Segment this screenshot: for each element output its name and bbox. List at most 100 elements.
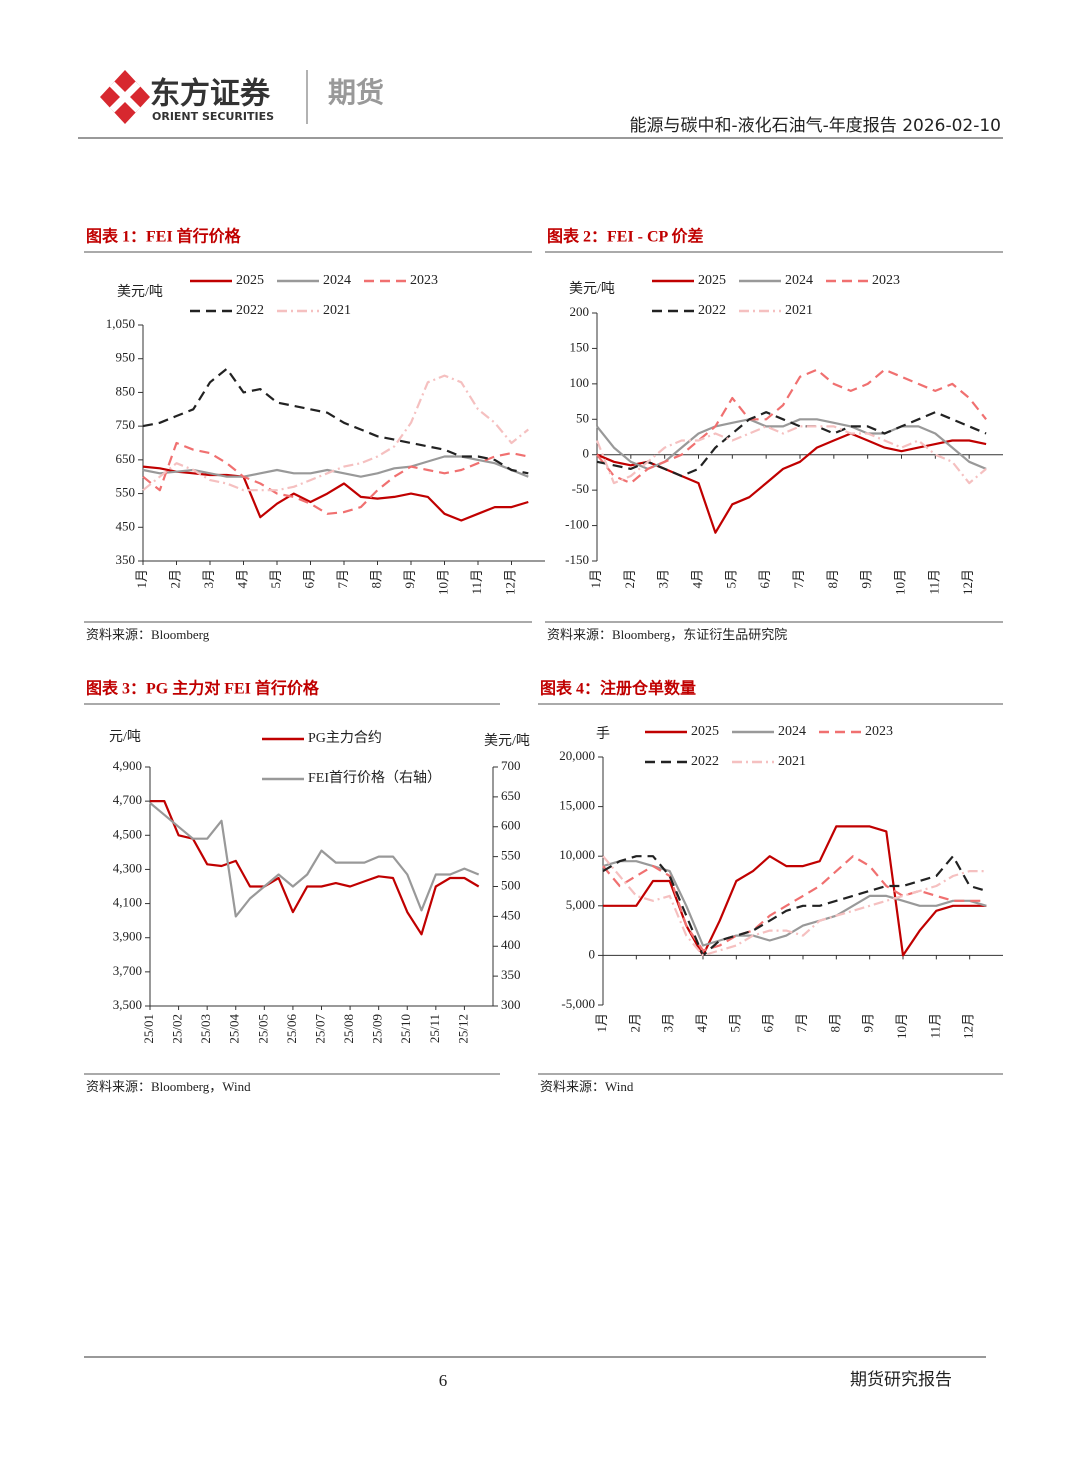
x-tick-label: 5月 xyxy=(268,569,283,589)
x-tick-label: 6月 xyxy=(301,569,316,589)
series-line xyxy=(142,367,529,475)
y2-tick-label: 500 xyxy=(501,877,521,892)
x-tick-label: 12月 xyxy=(502,569,517,595)
legend-label: 2022 xyxy=(236,303,264,318)
y-tick-label: 450 xyxy=(116,518,136,533)
x-tick-label: 25/11 xyxy=(427,1014,442,1043)
x-tick-label: 8月 xyxy=(368,569,383,589)
x-tick-label: 6月 xyxy=(761,1013,776,1033)
y2-tick-label: 650 xyxy=(501,788,521,803)
x-tick-label: 25/02 xyxy=(170,1014,185,1044)
x-tick-label: 25/09 xyxy=(370,1014,385,1044)
y2-tick-label: 700 xyxy=(501,758,521,773)
series-line xyxy=(142,441,529,515)
y2-tick-label: 300 xyxy=(501,997,521,1012)
series-line xyxy=(142,465,529,522)
source-note: 资料来源：Wind xyxy=(540,1079,634,1094)
x-tick-label: 8月 xyxy=(827,1013,842,1033)
y2-axis-label: 美元/吨 xyxy=(484,733,530,749)
x-tick-label: 7月 xyxy=(335,569,350,589)
page-number: 6 xyxy=(439,1371,448,1390)
y-tick-label: 4,100 xyxy=(113,895,142,910)
x-tick-label: 25/07 xyxy=(312,1014,327,1044)
x-tick-label: 9月 xyxy=(402,569,417,589)
y-tick-label: 100 xyxy=(570,375,590,390)
series-line xyxy=(596,418,987,470)
y-tick-label: 20,000 xyxy=(559,748,595,763)
legend-label: 2023 xyxy=(865,724,893,739)
legend-label: 2025 xyxy=(698,273,726,288)
x-tick-label: 9月 xyxy=(859,569,874,589)
legend-label: 2024 xyxy=(323,273,351,288)
x-tick-label: 10月 xyxy=(435,569,450,595)
legend-label: 2021 xyxy=(323,303,351,318)
y-axis-label: 手 xyxy=(596,726,610,742)
x-tick-label: 1月 xyxy=(588,569,603,589)
x-tick-label: 5月 xyxy=(727,1013,742,1033)
y-tick-label: 550 xyxy=(116,485,136,500)
report-title: 能源与碳中和-液化石油气-年度报告 2026-02-10 xyxy=(630,116,1001,136)
y2-tick-label: 400 xyxy=(501,937,521,952)
x-tick-label: 2月 xyxy=(167,569,182,589)
x-tick-label: 5月 xyxy=(723,569,738,589)
y2-tick-label: 550 xyxy=(501,848,521,863)
series-line xyxy=(602,855,987,957)
x-tick-label: 2月 xyxy=(627,1013,642,1033)
x-tick-label: 1月 xyxy=(134,569,149,589)
y2-tick-label: 450 xyxy=(501,907,521,922)
y-tick-label: 350 xyxy=(116,552,136,567)
y2-tick-label: 350 xyxy=(501,967,521,982)
y-tick-label: 850 xyxy=(116,383,136,398)
y-tick-label: 3,500 xyxy=(113,997,142,1012)
y-tick-label: -5,000 xyxy=(561,996,595,1011)
x-tick-label: 11月 xyxy=(469,569,484,595)
source-note: 资料来源：Bloomberg，东证衍生品研究院 xyxy=(547,627,787,642)
x-tick-label: 1月 xyxy=(594,1013,609,1033)
y-tick-label: 4,700 xyxy=(113,792,142,807)
y-tick-label: 50 xyxy=(576,410,589,425)
source-note: 资料来源：Bloomberg，Wind xyxy=(86,1079,251,1094)
series-line xyxy=(595,425,987,485)
x-tick-label: 11月 xyxy=(927,1013,942,1039)
logo xyxy=(100,70,150,124)
y-tick-label: -50 xyxy=(572,481,589,496)
x-tick-label: 4月 xyxy=(694,1013,709,1033)
y-axis-label: 美元/吨 xyxy=(569,281,615,297)
x-tick-label: 25/06 xyxy=(284,1014,299,1044)
y-tick-label: 5,000 xyxy=(566,897,595,912)
legend-label: PG主力合约 xyxy=(308,730,382,746)
x-tick-label: 9月 xyxy=(861,1013,876,1033)
y-tick-label: 0 xyxy=(583,446,590,461)
series-line xyxy=(602,860,987,947)
figure-title: 图表 4：注册仓单数量 xyxy=(540,679,696,698)
x-tick-label: 7月 xyxy=(794,1013,809,1033)
figure-title: 图表 1：FEI 首行价格 xyxy=(86,227,242,246)
series-line xyxy=(602,855,987,957)
series-line xyxy=(602,855,987,952)
legend-label: 2022 xyxy=(691,754,719,769)
y-tick-label: 4,900 xyxy=(113,758,142,773)
y-tick-label: 0 xyxy=(589,946,596,961)
series-line xyxy=(150,800,480,936)
figure-title: 图表 3：PG 主力对 FEI 首行价格 xyxy=(86,679,320,698)
x-tick-label: 2月 xyxy=(622,569,637,589)
x-tick-label: 10月 xyxy=(894,1013,909,1039)
series-line xyxy=(596,411,987,478)
legend-label: 2023 xyxy=(410,273,438,288)
x-tick-label: 8月 xyxy=(825,569,840,589)
y-tick-label: 10,000 xyxy=(559,847,595,862)
x-tick-label: 12月 xyxy=(960,569,975,595)
series-line xyxy=(149,802,480,918)
y-tick-label: 200 xyxy=(570,304,590,319)
x-tick-label: 25/08 xyxy=(341,1014,356,1044)
x-tick-label: 10月 xyxy=(892,569,907,595)
x-tick-label: 6月 xyxy=(757,569,772,589)
series-line xyxy=(603,825,987,957)
x-tick-label: 25/12 xyxy=(455,1014,470,1044)
y-tick-label: 4,500 xyxy=(113,826,142,841)
x-tick-label: 25/05 xyxy=(255,1014,270,1044)
y-tick-label: -100 xyxy=(565,517,589,532)
